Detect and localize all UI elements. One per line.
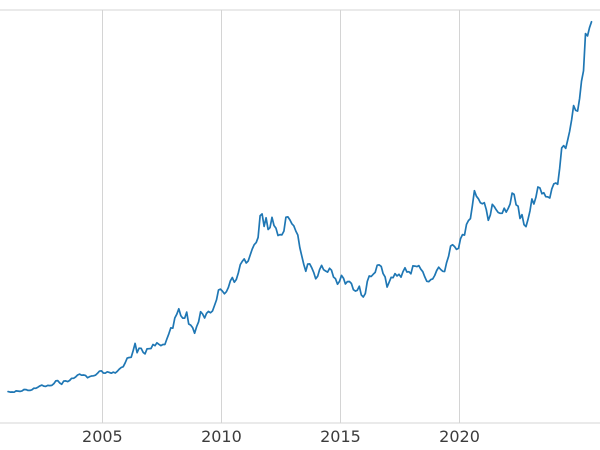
x-tick-label: 2015	[320, 427, 361, 446]
price-line-series	[7, 20, 593, 394]
x-tick-label: 2005	[82, 427, 123, 446]
x-tick-label: 2020	[439, 427, 480, 446]
x-tick-label: 2010	[201, 427, 242, 446]
